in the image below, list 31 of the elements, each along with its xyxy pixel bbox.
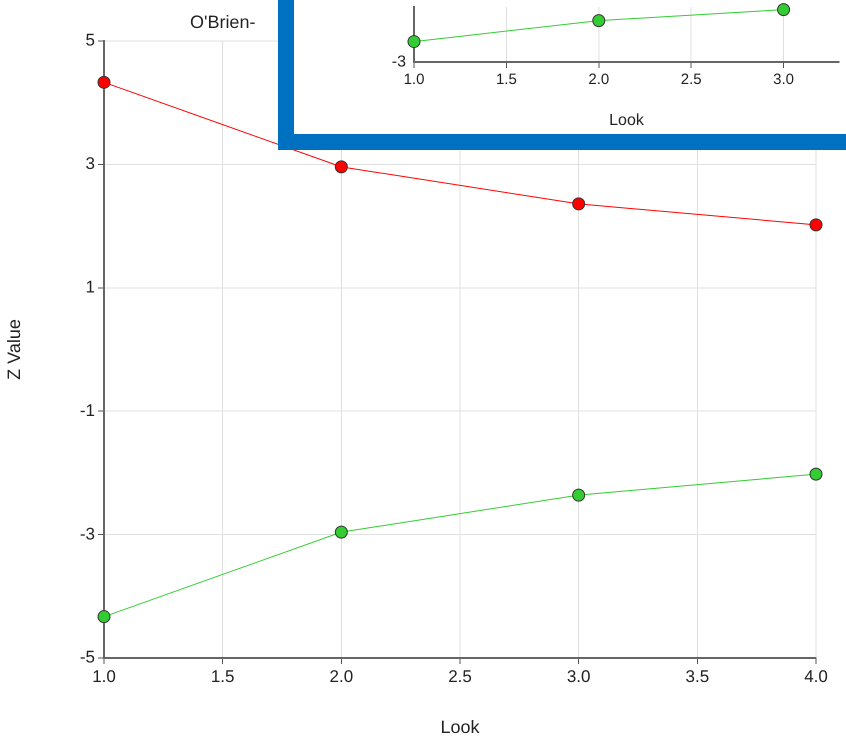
annotation: -3 (392, 53, 406, 70)
point (98, 76, 110, 89)
x-tick-label: 1.5 (496, 71, 517, 88)
y-tick-label: -5 (80, 648, 95, 667)
x-tick-label: 2.5 (448, 666, 472, 686)
y-tick-label: -3 (80, 524, 95, 544)
x-tick-label: 4.0 (804, 666, 828, 686)
point (810, 218, 822, 232)
x-tick-label: 3.0 (773, 71, 794, 88)
x-axis-title: Look (440, 717, 481, 738)
point (334, 526, 348, 539)
chart-title: O'Brien- (190, 12, 256, 32)
y-axis-title: Z Value (4, 319, 24, 380)
x-tick-label: 3.5 (686, 666, 710, 686)
point (334, 160, 348, 174)
x-axis-title: Look (609, 112, 645, 129)
x-tick-label: 1.5 (210, 666, 234, 686)
x-tick-label: 2.5 (680, 71, 702, 88)
x-tick-label: 3.0 (566, 666, 590, 686)
y-tick-label: 3 (86, 154, 95, 174)
x-tick-label: 1.0 (404, 71, 424, 88)
point (572, 488, 586, 502)
x-tick-label: 2.0 (330, 666, 354, 686)
y-tick-label: -1 (80, 400, 95, 420)
x-tick-label: 2.0 (588, 71, 610, 88)
y-tick-label: 1 (86, 277, 95, 296)
x-tick-label: 1.0 (92, 666, 116, 686)
point (98, 610, 110, 624)
y-tick-label: 5 (86, 30, 95, 50)
point (572, 197, 586, 210)
point (810, 468, 822, 481)
